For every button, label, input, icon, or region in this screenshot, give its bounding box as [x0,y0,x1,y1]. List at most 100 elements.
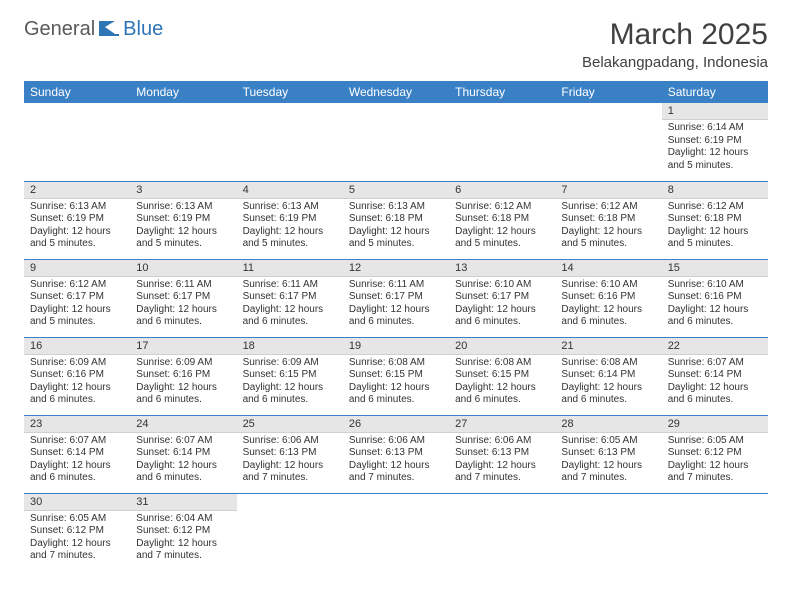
sunrise-text: Sunrise: 6:08 AM [349,357,443,370]
sunset-text: Sunset: 6:19 PM [136,213,230,226]
calendar-cell [449,493,555,571]
daylight-text: Daylight: 12 hours and 7 minutes. [243,460,337,485]
sunset-text: Sunset: 6:18 PM [668,213,762,226]
day-number: 4 [237,182,343,199]
day-details: Sunrise: 6:12 AMSunset: 6:18 PMDaylight:… [662,199,768,255]
day-details: Sunrise: 6:13 AMSunset: 6:19 PMDaylight:… [237,199,343,255]
daylight-text: Daylight: 12 hours and 5 minutes. [30,226,124,251]
sunrise-text: Sunrise: 6:13 AM [243,201,337,214]
sunrise-text: Sunrise: 6:09 AM [136,357,230,370]
day-number: 19 [343,338,449,355]
day-details: Sunrise: 6:05 AMSunset: 6:12 PMDaylight:… [24,511,130,567]
daylight-text: Daylight: 12 hours and 6 minutes. [349,304,443,329]
day-details: Sunrise: 6:08 AMSunset: 6:15 PMDaylight:… [343,355,449,411]
day-details: Sunrise: 6:07 AMSunset: 6:14 PMDaylight:… [130,433,236,489]
day-number: 11 [237,260,343,277]
sunrise-text: Sunrise: 6:13 AM [30,201,124,214]
sunset-text: Sunset: 6:15 PM [455,369,549,382]
day-details: Sunrise: 6:11 AMSunset: 6:17 PMDaylight:… [237,277,343,333]
sunset-text: Sunset: 6:13 PM [243,447,337,460]
weekday-header: Tuesday [237,81,343,103]
daylight-text: Daylight: 12 hours and 5 minutes. [668,147,762,172]
weekday-header: Friday [555,81,661,103]
sunrise-text: Sunrise: 6:10 AM [561,279,655,292]
sunrise-text: Sunrise: 6:11 AM [243,279,337,292]
sunset-text: Sunset: 6:19 PM [668,135,762,148]
calendar-table: SundayMondayTuesdayWednesdayThursdayFrid… [24,81,768,571]
day-details: Sunrise: 6:09 AMSunset: 6:16 PMDaylight:… [24,355,130,411]
daylight-text: Daylight: 12 hours and 6 minutes. [30,382,124,407]
calendar-cell: 27Sunrise: 6:06 AMSunset: 6:13 PMDayligh… [449,415,555,493]
day-details: Sunrise: 6:06 AMSunset: 6:13 PMDaylight:… [237,433,343,489]
sunrise-text: Sunrise: 6:06 AM [243,435,337,448]
sunrise-text: Sunrise: 6:12 AM [668,201,762,214]
calendar-cell: 29Sunrise: 6:05 AMSunset: 6:12 PMDayligh… [662,415,768,493]
calendar-cell [237,493,343,571]
calendar-week: 16Sunrise: 6:09 AMSunset: 6:16 PMDayligh… [24,337,768,415]
calendar-cell: 21Sunrise: 6:08 AMSunset: 6:14 PMDayligh… [555,337,661,415]
calendar-body: 1Sunrise: 6:14 AMSunset: 6:19 PMDaylight… [24,103,768,571]
sunrise-text: Sunrise: 6:08 AM [561,357,655,370]
weekday-header: Thursday [449,81,555,103]
sunrise-text: Sunrise: 6:12 AM [30,279,124,292]
day-number: 6 [449,182,555,199]
calendar-cell: 24Sunrise: 6:07 AMSunset: 6:14 PMDayligh… [130,415,236,493]
calendar-cell: 18Sunrise: 6:09 AMSunset: 6:15 PMDayligh… [237,337,343,415]
day-details: Sunrise: 6:08 AMSunset: 6:14 PMDaylight:… [555,355,661,411]
day-number: 23 [24,416,130,433]
sunrise-text: Sunrise: 6:05 AM [561,435,655,448]
day-number: 24 [130,416,236,433]
calendar-cell: 25Sunrise: 6:06 AMSunset: 6:13 PMDayligh… [237,415,343,493]
sunset-text: Sunset: 6:15 PM [243,369,337,382]
sunrise-text: Sunrise: 6:11 AM [136,279,230,292]
day-number: 26 [343,416,449,433]
daylight-text: Daylight: 12 hours and 6 minutes. [30,460,124,485]
daylight-text: Daylight: 12 hours and 6 minutes. [243,304,337,329]
sunset-text: Sunset: 6:15 PM [349,369,443,382]
daylight-text: Daylight: 12 hours and 5 minutes. [455,226,549,251]
sunset-text: Sunset: 6:13 PM [455,447,549,460]
daylight-text: Daylight: 12 hours and 7 minutes. [561,460,655,485]
daylight-text: Daylight: 12 hours and 6 minutes. [668,382,762,407]
day-number: 28 [555,416,661,433]
calendar-cell: 13Sunrise: 6:10 AMSunset: 6:17 PMDayligh… [449,259,555,337]
calendar-cell: 14Sunrise: 6:10 AMSunset: 6:16 PMDayligh… [555,259,661,337]
day-details: Sunrise: 6:08 AMSunset: 6:15 PMDaylight:… [449,355,555,411]
day-details: Sunrise: 6:07 AMSunset: 6:14 PMDaylight:… [662,355,768,411]
day-number: 15 [662,260,768,277]
daylight-text: Daylight: 12 hours and 5 minutes. [349,226,443,251]
day-details: Sunrise: 6:12 AMSunset: 6:18 PMDaylight:… [449,199,555,255]
daylight-text: Daylight: 12 hours and 5 minutes. [668,226,762,251]
calendar-cell: 22Sunrise: 6:07 AMSunset: 6:14 PMDayligh… [662,337,768,415]
sunset-text: Sunset: 6:14 PM [668,369,762,382]
day-number: 13 [449,260,555,277]
calendar-cell: 26Sunrise: 6:06 AMSunset: 6:13 PMDayligh… [343,415,449,493]
sunset-text: Sunset: 6:17 PM [136,291,230,304]
day-number: 3 [130,182,236,199]
flag-icon [99,18,121,41]
sunrise-text: Sunrise: 6:11 AM [349,279,443,292]
calendar-cell [555,103,661,181]
sunset-text: Sunset: 6:17 PM [30,291,124,304]
sunset-text: Sunset: 6:17 PM [243,291,337,304]
day-details: Sunrise: 6:05 AMSunset: 6:13 PMDaylight:… [555,433,661,489]
daylight-text: Daylight: 12 hours and 6 minutes. [561,382,655,407]
sunrise-text: Sunrise: 6:06 AM [349,435,443,448]
calendar-cell [555,493,661,571]
sunset-text: Sunset: 6:18 PM [349,213,443,226]
calendar-week: 2Sunrise: 6:13 AMSunset: 6:19 PMDaylight… [24,181,768,259]
sunrise-text: Sunrise: 6:09 AM [30,357,124,370]
daylight-text: Daylight: 12 hours and 7 minutes. [30,538,124,563]
day-number: 18 [237,338,343,355]
calendar-cell: 5Sunrise: 6:13 AMSunset: 6:18 PMDaylight… [343,181,449,259]
sunrise-text: Sunrise: 6:06 AM [455,435,549,448]
daylight-text: Daylight: 12 hours and 6 minutes. [349,382,443,407]
calendar-cell: 19Sunrise: 6:08 AMSunset: 6:15 PMDayligh… [343,337,449,415]
logo-text-blue: Blue [123,18,163,41]
sunset-text: Sunset: 6:16 PM [136,369,230,382]
weekday-header: Sunday [24,81,130,103]
sunset-text: Sunset: 6:12 PM [30,525,124,538]
day-number: 14 [555,260,661,277]
sunrise-text: Sunrise: 6:08 AM [455,357,549,370]
daylight-text: Daylight: 12 hours and 6 minutes. [243,382,337,407]
